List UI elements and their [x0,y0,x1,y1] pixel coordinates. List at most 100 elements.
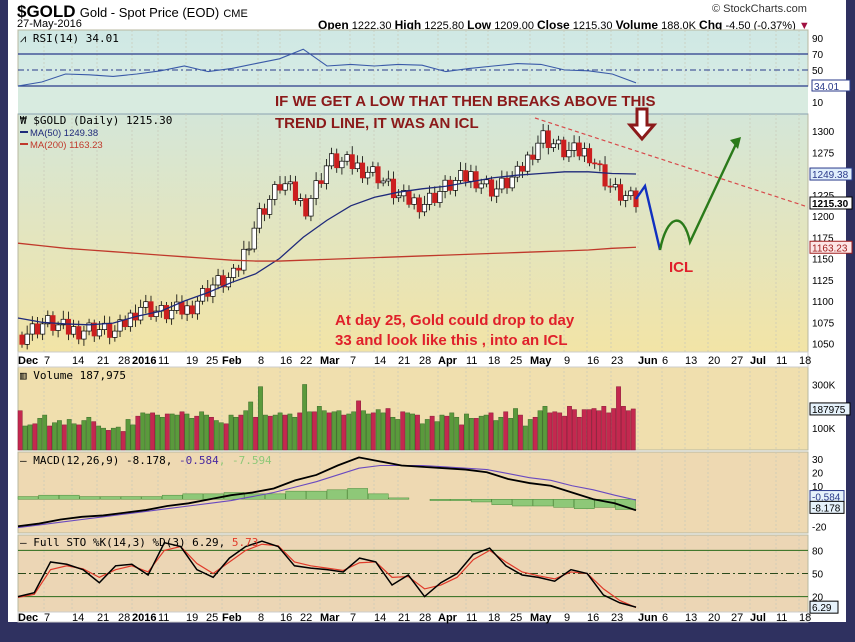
x-tick: 7 [44,355,50,367]
x-tick: 28 [419,612,431,624]
volume-bar [292,416,298,451]
volume-bar [395,419,401,451]
volume-bar [370,412,376,451]
volume-bar [106,430,111,451]
x-tick: 11 [158,612,169,624]
x-tick: 20 [708,612,720,624]
volume-bar [150,412,155,451]
candle [483,179,489,185]
volume-label: Volume [615,18,659,32]
candle [71,326,77,335]
volume-bar [606,412,612,451]
open-value: 1222.30 [351,20,392,32]
volume-bar [52,422,57,451]
exchange: CME [223,8,248,20]
macd-histogram-bar [573,499,595,509]
candle [282,183,288,191]
volume-bar [32,423,38,451]
volume-bar [243,410,249,451]
x-tick: 25 [510,612,522,624]
candle [81,330,87,340]
x-tick: 13 [685,612,697,624]
volume-bar [297,412,303,451]
rsi-legend: ⩘ RSI(14) 34.01 [20,32,119,45]
volume-bar [125,419,131,451]
candle [623,195,629,201]
candle [194,300,200,315]
candle [587,148,593,164]
candle [504,177,510,189]
candle [525,154,531,172]
x-tick: 6 [662,355,668,367]
candle [339,160,345,169]
volume-bar [537,410,543,451]
volume-bar [42,414,48,451]
candle [313,180,319,199]
volume-bar [27,424,33,451]
candle [416,197,422,213]
candle [494,188,500,197]
x-tick: 22 [300,612,312,624]
candle [427,192,433,205]
candle [189,305,195,315]
volume-ytick: 100K [812,424,836,435]
volume-bar [522,425,528,451]
candle [380,180,386,184]
x-tick: Apr [438,612,458,624]
price-ytick: 1050 [812,340,835,351]
candle [354,162,360,170]
x-tick: May [530,355,552,367]
volume-bar [145,413,151,451]
x-tick: 19 [186,612,198,624]
x-tick: 19 [186,355,198,367]
candle [602,164,608,187]
x-tick: 7 [350,612,356,624]
volume-bar [503,411,509,451]
volume-bar [498,416,504,451]
volume-bar [135,415,141,451]
candle [617,184,624,201]
candle [540,130,546,144]
macd-legend: — MACD(12,26,9) -8.178, -0.584, -7.594 [20,454,272,467]
volume-bar [47,425,52,451]
volume-bar [262,414,268,451]
volume-bar [194,415,200,451]
candle [96,329,102,337]
volume-bar [400,411,406,451]
candle [60,318,66,326]
icl-label: ICL [669,259,693,276]
volume-bar [169,413,175,451]
macd-histogram-bar [264,493,286,500]
macd-ytick: -20 [812,522,827,533]
candle [220,275,226,288]
volume-bar [61,424,67,451]
x-tick: 21 [97,612,109,624]
down-triangle-icon: ▼ [798,20,810,32]
x-tick: 21 [97,355,109,367]
candle [40,323,46,335]
low-label: Low [467,18,492,32]
candle [509,176,515,189]
volume-bar [189,418,195,451]
candle [571,142,577,151]
volume-bar [601,406,607,451]
rsi-ytick: 90 [812,34,824,45]
volume-bar [316,406,322,451]
candle [225,277,231,288]
volume-bar [616,386,621,451]
candle [375,166,381,184]
low-value: 1209.00 [494,20,534,32]
price-ytick: 1200 [812,212,835,223]
candle [365,171,371,179]
candle [468,171,474,182]
ma200-legend: MA(200) 1163.23 [30,140,103,151]
candle [607,185,613,188]
rsi-ytick: 70 [812,50,824,61]
candle [318,180,324,184]
volume-bar [66,419,72,451]
change-label: Chg [699,18,723,32]
x-tick: 23 [611,612,623,624]
candle [184,305,190,315]
candle [592,162,598,165]
macd-value: -8.178 [812,503,841,514]
